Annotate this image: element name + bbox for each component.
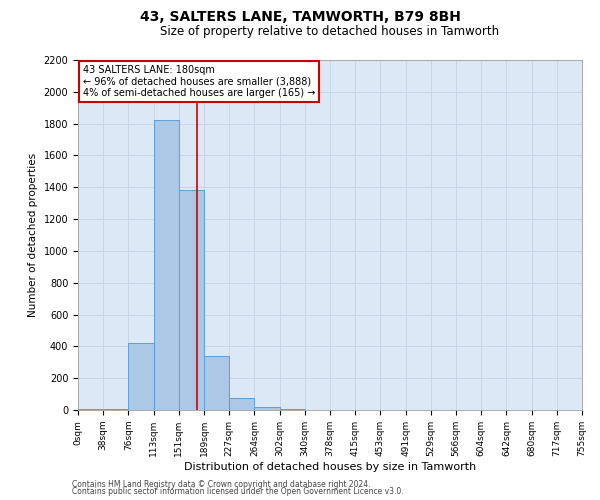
- Bar: [204, 356, 229, 410]
- Bar: [154, 120, 179, 410]
- Bar: [280, 409, 305, 410]
- X-axis label: Distribution of detached houses by size in Tamworth: Distribution of detached houses by size …: [184, 462, 476, 471]
- Bar: [254, 407, 280, 410]
- Bar: [103, 409, 128, 410]
- Text: 43, SALTERS LANE, TAMWORTH, B79 8BH: 43, SALTERS LANE, TAMWORTH, B79 8BH: [140, 10, 460, 24]
- Bar: [179, 190, 204, 410]
- Text: 43 SALTERS LANE: 180sqm
← 96% of detached houses are smaller (3,888)
4% of semi-: 43 SALTERS LANE: 180sqm ← 96% of detache…: [83, 65, 316, 98]
- Bar: [128, 343, 154, 410]
- Title: Size of property relative to detached houses in Tamworth: Size of property relative to detached ho…: [160, 25, 500, 38]
- Bar: [229, 398, 254, 410]
- Text: Contains public sector information licensed under the Open Government Licence v3: Contains public sector information licen…: [72, 488, 404, 496]
- Text: Contains HM Land Registry data © Crown copyright and database right 2024.: Contains HM Land Registry data © Crown c…: [72, 480, 371, 489]
- Y-axis label: Number of detached properties: Number of detached properties: [28, 153, 38, 317]
- Bar: [78, 409, 103, 410]
